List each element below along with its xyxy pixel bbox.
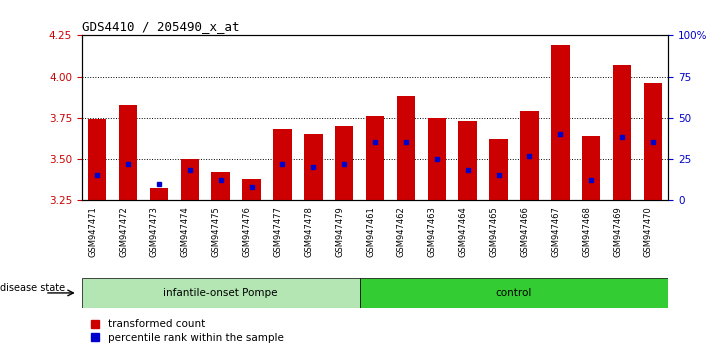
Bar <box>119 104 137 200</box>
Text: GSM947477: GSM947477 <box>274 206 282 257</box>
Text: GSM947478: GSM947478 <box>304 206 314 257</box>
Text: control: control <box>496 288 532 298</box>
Bar <box>365 116 385 200</box>
Bar <box>582 136 600 200</box>
Bar <box>211 172 230 200</box>
Bar <box>335 126 353 200</box>
Text: GSM947461: GSM947461 <box>366 206 375 257</box>
Bar <box>88 119 107 200</box>
Text: GSM947476: GSM947476 <box>242 206 252 257</box>
Text: GSM947479: GSM947479 <box>335 206 344 257</box>
Bar <box>397 96 415 200</box>
Text: GSM947467: GSM947467 <box>551 206 560 257</box>
Text: GSM947465: GSM947465 <box>490 206 498 257</box>
Bar <box>459 121 477 200</box>
Bar <box>427 118 446 200</box>
Text: GSM947464: GSM947464 <box>459 206 468 257</box>
Bar <box>273 129 292 200</box>
Text: GSM947471: GSM947471 <box>88 206 97 257</box>
Bar <box>150 188 169 200</box>
Bar <box>520 111 539 200</box>
Text: disease state: disease state <box>0 282 65 293</box>
Text: GSM947462: GSM947462 <box>397 206 406 257</box>
Text: infantile-onset Pompe: infantile-onset Pompe <box>164 288 278 298</box>
Text: GDS4410 / 205490_x_at: GDS4410 / 205490_x_at <box>82 20 240 33</box>
Text: GSM947470: GSM947470 <box>644 206 653 257</box>
Text: GSM947463: GSM947463 <box>428 206 437 257</box>
Text: GSM947469: GSM947469 <box>613 206 622 257</box>
Bar <box>360 278 668 308</box>
Bar <box>551 45 570 200</box>
Legend: transformed count, percentile rank within the sample: transformed count, percentile rank withi… <box>87 315 288 347</box>
Text: GSM947468: GSM947468 <box>582 206 591 257</box>
Bar <box>181 159 199 200</box>
Text: GSM947475: GSM947475 <box>212 206 220 257</box>
Text: GSM947472: GSM947472 <box>119 206 128 257</box>
Bar <box>613 65 631 200</box>
Bar <box>242 179 261 200</box>
Bar <box>304 134 323 200</box>
Text: GSM947474: GSM947474 <box>181 206 190 257</box>
Bar <box>489 139 508 200</box>
Bar <box>643 83 662 200</box>
Bar <box>82 278 360 308</box>
Text: GSM947466: GSM947466 <box>520 206 530 257</box>
Text: GSM947473: GSM947473 <box>150 206 159 257</box>
